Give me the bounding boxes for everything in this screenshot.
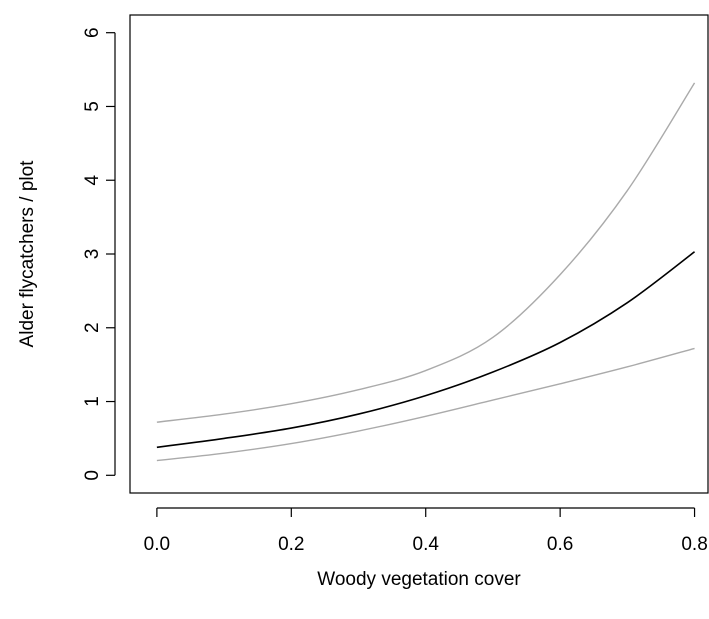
series-line-upper: [156, 82, 696, 423]
y-axis: 0 1 2 3 4 5 6: [82, 27, 116, 481]
y-tick-label: 5: [82, 101, 103, 112]
curves: [156, 82, 696, 462]
x-tick-label: 0.2: [278, 534, 304, 555]
y-tick-label: 2: [82, 322, 103, 333]
y-tick-label: 6: [82, 27, 103, 38]
x-tick-label: 0.6: [547, 534, 573, 555]
x-axis: 0.0 0.2 0.4 0.6 0.8: [144, 507, 708, 555]
y-axis-title: Alder flycatchers / plot: [17, 160, 38, 348]
x-tick-label: 0.4: [413, 534, 440, 555]
y-tick-label: 3: [82, 249, 103, 260]
y-tick-label: 1: [82, 396, 103, 407]
x-tick-label: 0.0: [144, 534, 170, 555]
plot-box: [129, 14, 709, 494]
series-line-lower: [156, 347, 695, 462]
x-tick-label: 0.8: [681, 534, 707, 555]
x-axis-title: Woody vegetation cover: [317, 569, 521, 590]
series-line-estimate: [156, 251, 696, 449]
y-tick-label: 0: [82, 470, 103, 481]
y-tick-label: 4: [82, 175, 103, 186]
